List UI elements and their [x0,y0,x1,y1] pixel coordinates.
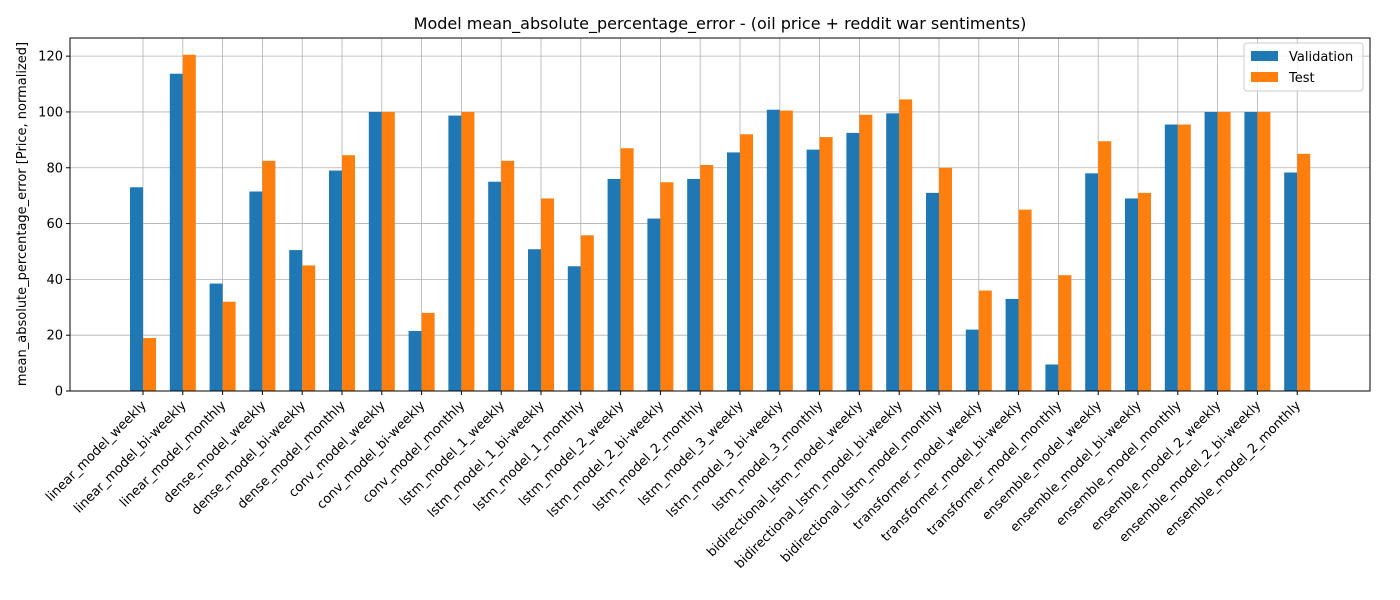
bar-validation [1244,111,1258,392]
bar-validation [130,187,143,391]
bar-test [381,111,395,392]
legend-swatch-validation [1251,51,1278,61]
bar-test [580,235,594,391]
bar-test [302,265,316,391]
bar-test [143,337,156,391]
bar-validation [687,178,701,391]
bar-test [262,160,276,391]
bar-validation [488,181,502,391]
bar-validation [727,152,740,391]
y-tick-label: 80 [46,161,63,176]
y-tick-label: 120 [38,50,63,65]
y-tick-label: 0 [55,385,63,400]
legend-label-test: Test [1288,71,1315,86]
bar-validation [846,132,860,391]
bar-validation [1005,298,1019,391]
bar-test [1098,141,1112,391]
plot-frame [69,37,1371,392]
bar-validation [209,283,223,391]
bar-test [779,110,793,392]
bar-validation [1284,172,1298,391]
legend-swatch-test [1251,72,1278,82]
bar-test [939,167,952,391]
chart-title: Model mean_absolute_percentage_error - (… [414,14,1027,34]
bar-validation [169,73,183,392]
bar-test [1217,111,1231,392]
y-tick-label: 40 [46,273,63,288]
y-axis-ticks: 0 20 40 60 80 100 120 [38,50,70,400]
bar-test [421,312,435,391]
bar-validation [647,218,661,391]
bar-validation [448,115,462,391]
bar-test [1177,124,1191,392]
bar-test [222,301,236,391]
bar-validation [1204,111,1218,392]
bar-validation [368,111,382,392]
y-tick-label: 20 [46,329,63,344]
bar-test [740,134,753,392]
bar-validation [1164,124,1178,392]
bar-validation [289,250,303,391]
bar-test [1018,209,1032,391]
bar-test [1138,192,1151,391]
y-tick-label: 60 [46,217,63,232]
bar-validation [886,113,900,391]
bar-validation [1045,364,1059,391]
bar-validation [329,170,342,391]
bar-validation [926,192,939,391]
bar-test [1058,275,1072,391]
bar-validation [607,178,621,391]
legend: Validation Test [1243,42,1364,92]
legend-label-validation: Validation [1289,50,1353,65]
bar-test [819,137,833,391]
y-axis-label: mean_absolute_percentage_error [Price, n… [15,42,30,386]
y-tick-label: 100 [38,105,63,120]
bar-test [660,182,674,391]
bar-test [859,114,873,391]
bar-test [541,198,554,391]
bar-validation [806,149,820,391]
bar-test [182,54,196,392]
bar-validation [249,191,263,391]
bar-validation [1125,198,1138,391]
bar-validation [965,329,979,391]
bar-test [1297,153,1311,391]
bar-test [700,164,714,391]
bar-test [1257,111,1271,392]
bar-validation [408,331,422,391]
bar-validation [766,109,780,392]
bars [130,54,1311,392]
bar-validation [528,249,541,391]
bar-validation [1085,173,1099,391]
bar-test [620,148,634,391]
bar-test [342,155,355,391]
bar-test [978,290,992,391]
bar-validation [567,266,581,391]
bar-test [899,99,913,392]
bar-test [501,160,515,391]
bar-test [461,111,475,392]
